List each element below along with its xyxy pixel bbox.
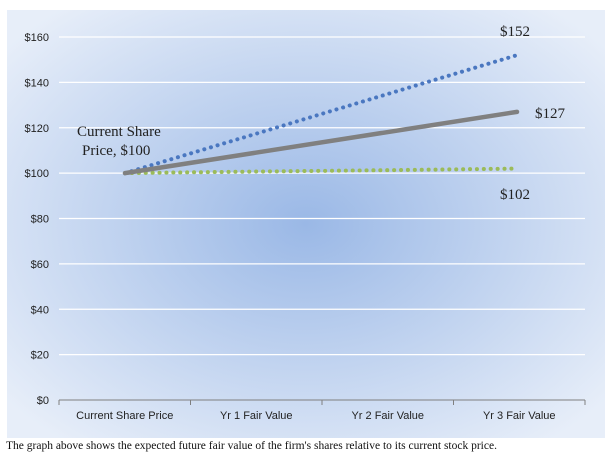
y-tick-label: $120 [25, 123, 49, 135]
y-tick-label: $40 [31, 304, 49, 316]
y-axis-ticks: $0 $20 $40 $60 $80 $100 $120 $140 $160 [25, 32, 49, 407]
y-tick-label: $100 [25, 168, 49, 180]
annotation-start-line2: Price, $100 [82, 143, 150, 159]
y-tick-label: $140 [25, 77, 49, 89]
x-axis: Current Share Price Yr 1 Fair Value Yr 2 F… [58, 399, 586, 422]
x-tick-label: Yr 3 Fair Value [483, 410, 556, 422]
series-line [123, 53, 519, 176]
x-tick-label: Yr 2 Fair Value [351, 410, 424, 422]
series-lines [122, 53, 520, 176]
series-line [122, 109, 520, 176]
annotations: Current Share Price, $100 $152 $127 $102 [77, 24, 566, 203]
x-tick-label: Current Share Price [76, 410, 173, 422]
annotation-end-green: $102 [500, 187, 530, 203]
annotation-end-blue: $152 [500, 24, 530, 40]
y-tick-label: $80 [31, 214, 49, 226]
x-tick-label: Yr 1 Fair Value [220, 410, 293, 422]
annotation-end-gray: $127 [535, 106, 566, 122]
chart: $0 $20 $40 $60 $80 $100 $120 $140 $160 Current S… [7, 10, 605, 438]
y-tick-label: $160 [25, 32, 49, 44]
plot-background [7, 10, 605, 438]
caption: The graph above shows the expected futur… [6, 440, 497, 452]
y-tick-label: $60 [31, 259, 49, 271]
y-tick-label: $0 [37, 395, 49, 407]
annotation-start-line1: Current Share [77, 124, 161, 140]
chart-svg: $0 $20 $40 $60 $80 $100 $120 $140 $160 Current S… [7, 10, 605, 438]
y-tick-label: $20 [31, 350, 49, 362]
